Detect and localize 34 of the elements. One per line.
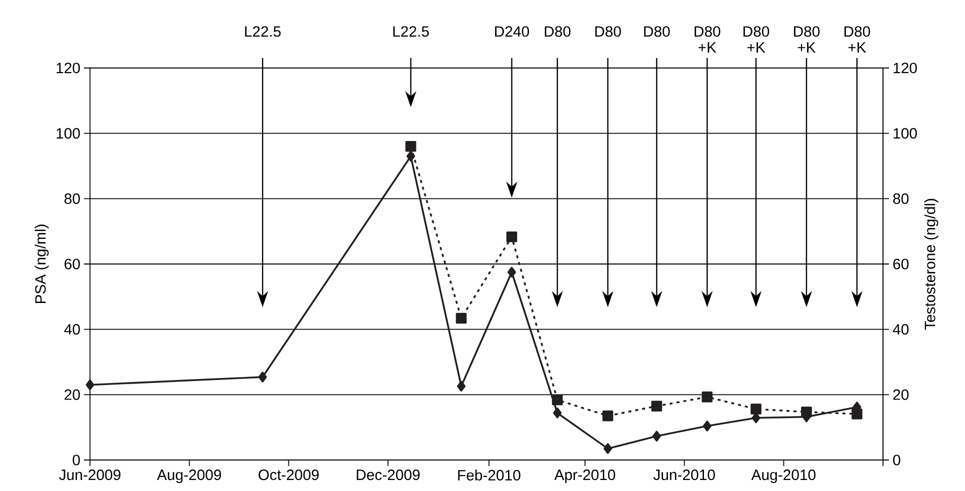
y2-tick-label: 80 bbox=[893, 193, 909, 204]
y2-tick-label: 40 bbox=[892, 324, 909, 335]
ref-line-label: D80 bbox=[544, 26, 570, 37]
x-tick-label: Aug-2009 bbox=[156, 470, 222, 484]
ref-line-label: D80 +K bbox=[694, 26, 720, 53]
ref-line-label: D80 bbox=[644, 26, 670, 37]
y2-tick-label: 0 bbox=[893, 454, 900, 466]
x-tick-label: Aug-2010 bbox=[751, 470, 816, 484]
ref-line-label: D80 +K bbox=[744, 26, 770, 53]
x-tick-label: Oct-2009 bbox=[258, 470, 319, 480]
x-tick-label: Feb-2010 bbox=[458, 470, 520, 480]
y2-tick-label: 100 bbox=[894, 128, 917, 139]
ref-line-label: D80 bbox=[595, 26, 621, 37]
y2-tick-label: 120 bbox=[894, 62, 917, 74]
ref-line-label: D80 +K bbox=[794, 26, 820, 53]
y-tick-label: 20 bbox=[64, 389, 80, 400]
x-tick-label: Dec-2009 bbox=[356, 470, 420, 480]
y-tick-label: 40 bbox=[64, 324, 80, 335]
y-tick-label: 80 bbox=[64, 193, 80, 204]
y-tick-label: 120 bbox=[56, 62, 80, 74]
x-tick-label: Apr-2010 bbox=[554, 470, 616, 484]
x-tick-label: Jun-2010 bbox=[653, 470, 715, 480]
y2-tick-label: 60 bbox=[893, 258, 909, 270]
x-tick-label: Jun-2009 bbox=[59, 470, 120, 480]
y-axis-title: PSA (ng/ml) bbox=[34, 224, 49, 304]
y-tick-label: 60 bbox=[64, 258, 80, 270]
ref-line-label: L22.5 bbox=[393, 26, 429, 37]
ref-line-label: D80 +K bbox=[844, 26, 870, 53]
y-tick-label: 100 bbox=[56, 128, 80, 139]
y2-axis-title: Testosterone (ng/dl) bbox=[924, 198, 938, 330]
y-tick-label: 0 bbox=[72, 454, 80, 466]
y2-tick-label: 20 bbox=[893, 389, 909, 400]
ref-line-label: D240 bbox=[495, 26, 530, 37]
ref-line-label: L22.5 bbox=[245, 26, 281, 37]
